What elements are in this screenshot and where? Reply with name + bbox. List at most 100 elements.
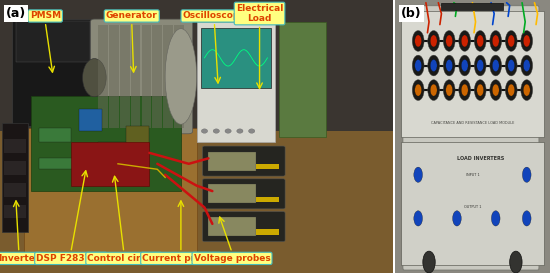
Circle shape bbox=[428, 80, 439, 100]
FancyBboxPatch shape bbox=[0, 131, 393, 273]
FancyBboxPatch shape bbox=[40, 128, 71, 142]
Circle shape bbox=[459, 80, 471, 100]
FancyBboxPatch shape bbox=[208, 217, 256, 236]
Text: (a): (a) bbox=[6, 7, 26, 20]
Circle shape bbox=[523, 84, 530, 96]
FancyBboxPatch shape bbox=[4, 139, 25, 153]
FancyBboxPatch shape bbox=[395, 0, 550, 273]
Circle shape bbox=[453, 211, 461, 226]
FancyBboxPatch shape bbox=[202, 146, 285, 176]
FancyBboxPatch shape bbox=[174, 25, 184, 128]
FancyBboxPatch shape bbox=[4, 183, 25, 197]
Circle shape bbox=[236, 129, 243, 133]
Text: INPUT 1: INPUT 1 bbox=[465, 173, 479, 177]
Circle shape bbox=[415, 84, 422, 96]
Circle shape bbox=[522, 167, 531, 182]
FancyBboxPatch shape bbox=[141, 25, 151, 128]
Circle shape bbox=[430, 60, 437, 72]
FancyBboxPatch shape bbox=[98, 25, 108, 128]
Circle shape bbox=[430, 35, 437, 47]
FancyBboxPatch shape bbox=[279, 22, 326, 136]
Circle shape bbox=[492, 84, 499, 96]
Circle shape bbox=[523, 35, 530, 47]
FancyBboxPatch shape bbox=[79, 109, 102, 131]
Text: Generator: Generator bbox=[106, 11, 158, 20]
Circle shape bbox=[412, 80, 424, 100]
FancyBboxPatch shape bbox=[12, 19, 95, 126]
FancyBboxPatch shape bbox=[208, 184, 256, 203]
FancyBboxPatch shape bbox=[208, 152, 256, 171]
Circle shape bbox=[505, 31, 517, 51]
Circle shape bbox=[225, 129, 231, 133]
FancyBboxPatch shape bbox=[109, 25, 119, 128]
Circle shape bbox=[446, 60, 453, 72]
FancyBboxPatch shape bbox=[31, 96, 181, 191]
Circle shape bbox=[423, 251, 435, 273]
FancyBboxPatch shape bbox=[126, 126, 150, 147]
FancyBboxPatch shape bbox=[4, 205, 25, 218]
Circle shape bbox=[522, 211, 531, 226]
Text: Control circuit: Control circuit bbox=[87, 254, 160, 263]
Text: Oscilloscope: Oscilloscope bbox=[183, 11, 246, 20]
FancyBboxPatch shape bbox=[131, 25, 140, 128]
Circle shape bbox=[477, 60, 483, 72]
FancyBboxPatch shape bbox=[40, 158, 79, 169]
Text: Current probes: Current probes bbox=[142, 254, 219, 263]
Circle shape bbox=[414, 167, 422, 182]
Text: Inverter: Inverter bbox=[0, 254, 40, 263]
FancyBboxPatch shape bbox=[256, 197, 279, 202]
Circle shape bbox=[474, 31, 486, 51]
FancyBboxPatch shape bbox=[202, 212, 285, 242]
Circle shape bbox=[249, 129, 255, 133]
FancyBboxPatch shape bbox=[98, 128, 181, 142]
Circle shape bbox=[461, 35, 468, 47]
Circle shape bbox=[412, 55, 424, 76]
Circle shape bbox=[443, 31, 455, 51]
FancyBboxPatch shape bbox=[201, 28, 271, 88]
FancyBboxPatch shape bbox=[197, 22, 275, 142]
FancyBboxPatch shape bbox=[24, 128, 197, 257]
Circle shape bbox=[505, 55, 517, 76]
Circle shape bbox=[446, 35, 453, 47]
Circle shape bbox=[459, 55, 471, 76]
Text: CAPACITANCE AND RESISTANCE LOAD MODULE: CAPACITANCE AND RESISTANCE LOAD MODULE bbox=[431, 121, 514, 125]
Circle shape bbox=[443, 80, 455, 100]
Ellipse shape bbox=[165, 29, 196, 124]
FancyBboxPatch shape bbox=[152, 25, 162, 128]
FancyBboxPatch shape bbox=[256, 164, 279, 169]
Text: OUTPUT 1: OUTPUT 1 bbox=[464, 206, 481, 209]
Circle shape bbox=[521, 55, 532, 76]
FancyBboxPatch shape bbox=[98, 142, 130, 158]
Text: DSP F28379D: DSP F28379D bbox=[36, 254, 105, 263]
Circle shape bbox=[459, 31, 471, 51]
Circle shape bbox=[430, 84, 437, 96]
FancyBboxPatch shape bbox=[71, 142, 150, 186]
FancyBboxPatch shape bbox=[442, 3, 503, 10]
FancyBboxPatch shape bbox=[256, 229, 279, 235]
FancyBboxPatch shape bbox=[403, 5, 539, 270]
Circle shape bbox=[213, 129, 219, 133]
FancyBboxPatch shape bbox=[120, 25, 130, 128]
FancyBboxPatch shape bbox=[401, 142, 544, 265]
Circle shape bbox=[477, 84, 483, 96]
Text: Electrical
Load: Electrical Load bbox=[236, 4, 283, 23]
Circle shape bbox=[412, 31, 424, 51]
Circle shape bbox=[490, 55, 502, 76]
FancyBboxPatch shape bbox=[0, 0, 393, 131]
Circle shape bbox=[523, 60, 530, 72]
Circle shape bbox=[508, 35, 515, 47]
Circle shape bbox=[490, 80, 502, 100]
Ellipse shape bbox=[82, 58, 106, 97]
Circle shape bbox=[474, 80, 486, 100]
Circle shape bbox=[477, 35, 483, 47]
FancyBboxPatch shape bbox=[90, 19, 192, 134]
Circle shape bbox=[415, 60, 422, 72]
Circle shape bbox=[491, 211, 500, 226]
Circle shape bbox=[474, 55, 486, 76]
FancyBboxPatch shape bbox=[163, 25, 173, 128]
Circle shape bbox=[428, 55, 439, 76]
Circle shape bbox=[505, 80, 517, 100]
Circle shape bbox=[428, 31, 439, 51]
Text: PMSM: PMSM bbox=[30, 11, 61, 20]
Circle shape bbox=[490, 31, 502, 51]
